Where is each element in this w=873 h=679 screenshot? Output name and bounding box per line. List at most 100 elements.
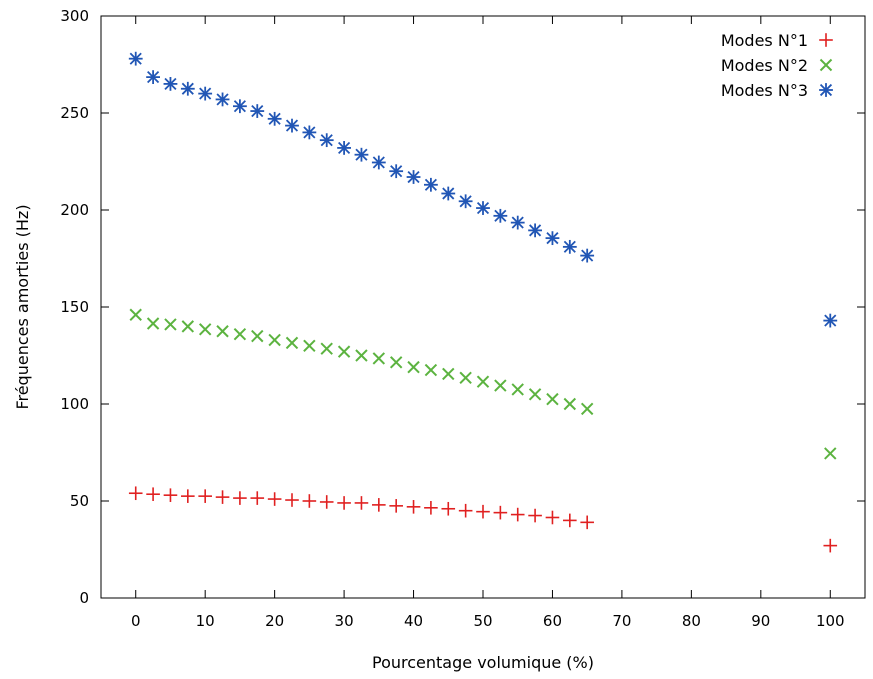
- data-point: [476, 201, 490, 215]
- marker-stroke: [459, 371, 472, 385]
- y-tick-label: 0: [79, 589, 89, 607]
- data-point: [216, 325, 229, 338]
- marker-stroke: [389, 356, 403, 369]
- data-point: [546, 392, 559, 406]
- x-tick-label: 20: [265, 612, 284, 630]
- data-point: [128, 51, 143, 66]
- data-point: [562, 239, 577, 254]
- legend-marker: [819, 58, 833, 72]
- data-point: [337, 345, 351, 358]
- x-tick-label: 30: [335, 612, 354, 630]
- marker-stroke: [216, 93, 229, 106]
- data-point: [355, 349, 368, 362]
- legend: Modes N°1 Modes N°2 Modes N°3: [721, 31, 833, 100]
- y-axis-label: Fréquences amorties (Hz): [13, 204, 32, 409]
- marker-stroke: [581, 249, 594, 262]
- data-point: [233, 491, 247, 505]
- data-point: [285, 118, 299, 133]
- data-point: [371, 155, 386, 170]
- data-point: [389, 164, 404, 179]
- data-point: [233, 327, 247, 341]
- marker-stroke: [819, 83, 833, 97]
- data-point: [545, 510, 560, 525]
- data-point: [510, 215, 525, 230]
- marker-stroke: [511, 216, 524, 229]
- data-point: [511, 383, 524, 396]
- legend-marker: [819, 33, 833, 47]
- data-point: [442, 367, 455, 381]
- marker-stroke: [338, 141, 351, 154]
- marker-stroke: [511, 383, 524, 396]
- data-point: [580, 515, 594, 530]
- data-point: [337, 141, 351, 155]
- marker-stroke: [372, 156, 385, 169]
- y-tick-label: 150: [60, 298, 89, 316]
- marker-stroke: [233, 100, 246, 113]
- y-tick-label: 100: [60, 395, 89, 413]
- marker-stroke: [233, 327, 247, 341]
- data-point: [563, 513, 577, 528]
- marker-stroke: [303, 126, 316, 139]
- marker-stroke: [198, 323, 212, 336]
- marker-stroke: [407, 170, 420, 184]
- marker-stroke: [129, 52, 142, 65]
- data-point: [146, 317, 160, 330]
- data-point: [406, 170, 421, 184]
- x-tick-label: 70: [612, 612, 631, 630]
- x-tick-label: 10: [196, 612, 215, 630]
- data-point: [441, 501, 456, 516]
- x-tick-label: 0: [131, 612, 141, 630]
- data-point: [528, 223, 542, 238]
- x-tick-label: 100: [816, 612, 845, 630]
- data-point: [493, 208, 508, 223]
- marker-stroke: [147, 71, 160, 84]
- data-point: [267, 111, 282, 126]
- data-point: [476, 504, 490, 519]
- legend-marker: [819, 83, 833, 97]
- legend-entry: Modes N°2: [721, 56, 833, 75]
- data-point: [389, 499, 403, 513]
- data-point: [251, 329, 264, 343]
- marker-stroke: [390, 165, 403, 178]
- marker-stroke: [199, 87, 212, 100]
- legend-label: Modes N°2: [721, 56, 808, 75]
- data-point: [424, 177, 438, 192]
- data-point: [285, 493, 299, 507]
- data-point: [164, 318, 177, 331]
- data-point: [302, 125, 317, 140]
- marker-stroke: [546, 232, 559, 245]
- data-point: [319, 495, 334, 509]
- data-point: [510, 507, 525, 522]
- marker-stroke: [129, 308, 142, 321]
- data-point: [493, 505, 508, 520]
- y-tick-label: 250: [60, 104, 89, 122]
- x-tick-label: 40: [404, 612, 423, 630]
- marker-stroke: [372, 352, 386, 365]
- marker-stroke: [164, 77, 177, 90]
- data-point: [198, 86, 213, 101]
- marker-stroke: [285, 119, 299, 132]
- data-point: [406, 500, 421, 514]
- marker-stroke: [563, 397, 577, 411]
- marker-stroke: [355, 349, 368, 362]
- series-2: [129, 308, 837, 460]
- data-point: [441, 186, 456, 201]
- marker-stroke: [424, 363, 438, 377]
- data-point: [580, 402, 594, 416]
- data-point: [267, 492, 282, 506]
- y-tick-label: 300: [60, 7, 89, 25]
- data-point: [319, 133, 334, 148]
- data-point: [494, 379, 507, 392]
- data-point: [320, 342, 333, 355]
- data-point: [146, 70, 160, 85]
- data-point: [181, 320, 195, 333]
- data-point: [528, 508, 542, 523]
- marker-stroke: [355, 148, 368, 161]
- marker-stroke: [268, 112, 281, 125]
- data-point: [458, 503, 473, 518]
- data-point: [215, 92, 230, 107]
- data-point: [303, 339, 316, 353]
- marker-stroke: [424, 178, 437, 191]
- legend-entry: Modes N°3: [721, 81, 833, 100]
